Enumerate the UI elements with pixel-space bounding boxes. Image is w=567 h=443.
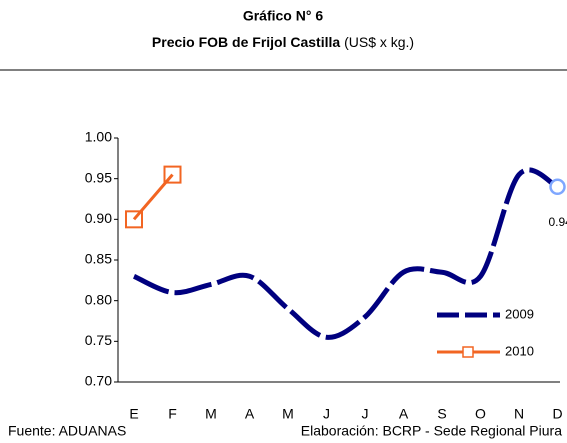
legend-label: 2010 bbox=[505, 343, 534, 358]
series-line bbox=[132, 173, 174, 221]
footer-right: Elaboración: BCRP - Sede Regional Piura bbox=[301, 423, 562, 439]
y-tick-label: 0.85 bbox=[85, 251, 112, 267]
y-tick-label: 0.70 bbox=[85, 373, 112, 389]
x-tick-label: J bbox=[323, 406, 330, 422]
x-tick-label: M bbox=[282, 406, 294, 422]
legend-swatch-marker bbox=[462, 346, 474, 358]
y-tick-label: 0.95 bbox=[85, 169, 112, 185]
y-tick-label: 0.90 bbox=[85, 210, 112, 226]
series-line bbox=[132, 167, 559, 340]
point-marker bbox=[163, 165, 182, 184]
plot-frame bbox=[118, 138, 560, 382]
footer-left: Fuente: ADUANAS bbox=[8, 423, 126, 439]
subtitle-bold: Precio FOB de Frijol Castilla bbox=[152, 34, 340, 50]
x-tick-label: O bbox=[475, 406, 486, 422]
x-tick-label: D bbox=[552, 406, 562, 422]
x-tick-label: S bbox=[437, 406, 446, 422]
y-tick-label: 0.80 bbox=[85, 291, 112, 307]
chart-title: Gráfico N° 6 bbox=[243, 8, 324, 24]
x-tick-label: N bbox=[514, 406, 524, 422]
x-tick-label: J bbox=[362, 406, 369, 422]
chart-subtitle: Precio FOB de Frijol Castilla (US$ x kg.… bbox=[152, 34, 414, 50]
point-marker bbox=[125, 210, 143, 229]
point-marker bbox=[549, 178, 566, 196]
x-tick-label: A bbox=[399, 406, 409, 422]
y-tick-label: 1.00 bbox=[85, 129, 112, 145]
x-tick-label: F bbox=[168, 406, 177, 422]
y-tick-label: 0.75 bbox=[85, 332, 112, 348]
subtitle-normal: (US$ x kg.) bbox=[340, 34, 414, 50]
x-tick-label: M bbox=[205, 406, 217, 422]
x-tick-label: A bbox=[245, 406, 255, 422]
legend-label: 2009 bbox=[505, 306, 534, 321]
data-label: 0.94 bbox=[549, 215, 567, 229]
x-tick-label: E bbox=[129, 406, 138, 422]
